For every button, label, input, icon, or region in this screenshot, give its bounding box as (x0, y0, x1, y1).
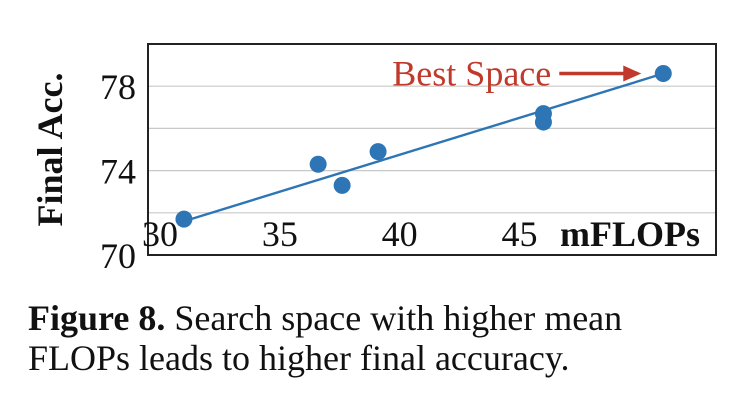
data-point (333, 176, 351, 194)
best-space-annotation: Best Space (392, 54, 551, 94)
scatter-chart: 70 74 78 30 35 40 45 mFLOPs Final Acc. Best S… (30, 43, 717, 276)
y-axis-label: Final Acc. (30, 73, 70, 227)
gridlines (148, 85, 716, 214)
figure-caption: Figure 8. Search space with higher mean … (28, 298, 728, 378)
data-point (534, 113, 552, 131)
data-points (175, 65, 672, 228)
x-tick-label: 45 (501, 214, 537, 254)
x-tick-labels: 30 35 40 45 (142, 214, 537, 254)
chart: 70 74 78 30 35 40 45 mFLOPs Final Acc. Best S… (30, 43, 717, 276)
plot-frame (147, 43, 717, 256)
y-tick-label: 78 (100, 67, 136, 107)
x-tick-label: 40 (382, 214, 418, 254)
trend-line (183, 72, 664, 223)
x-tick-label: 35 (262, 214, 298, 254)
y-tick-label: 74 (100, 152, 136, 192)
x-axis-label: mFLOPs (560, 214, 700, 254)
y-tick-labels: 70 74 78 (100, 67, 136, 276)
y-tick-label: 70 (100, 236, 136, 276)
data-point (309, 155, 327, 173)
caption-label: Figure 8. (28, 298, 166, 338)
annotation-arrow (559, 65, 642, 82)
data-point (175, 210, 193, 228)
data-point (369, 143, 387, 161)
caption-text: Search space with higher mean FLOPs lead… (28, 298, 623, 378)
data-point (654, 65, 672, 83)
x-tick-label: 30 (142, 214, 178, 254)
arrow-head (623, 65, 642, 82)
